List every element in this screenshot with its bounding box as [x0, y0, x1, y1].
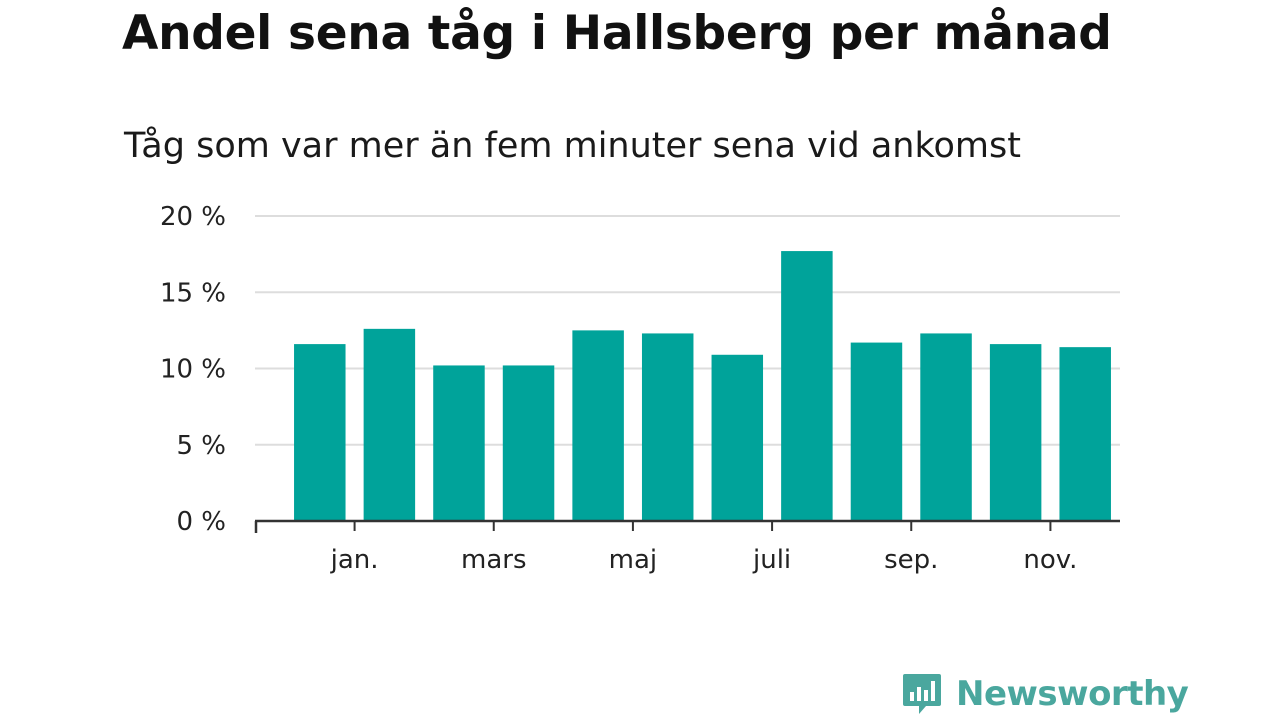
bar: [572, 330, 624, 521]
y-tick-label: 0 %: [176, 507, 226, 537]
bar: [711, 354, 764, 521]
y-tick-label: 10 %: [160, 355, 226, 385]
x-tick-label: jan.: [330, 545, 379, 575]
y-tick-label: 5 %: [176, 431, 226, 461]
y-tick-labels: 0 % 5 % 10 % 15 % 20 %: [160, 202, 226, 537]
bar: [781, 251, 833, 521]
bar: [850, 342, 903, 521]
newsworthy-logo: Newsworthy: [902, 670, 1189, 718]
bar: [920, 333, 972, 521]
bars: [294, 251, 1111, 521]
x-tick-label: maj: [609, 545, 657, 575]
y-tick-label: 20 %: [160, 202, 226, 232]
x-axis: [254, 519, 1120, 533]
bar: [641, 333, 694, 521]
y-tick-label: 15 %: [160, 278, 226, 308]
chart-subtitle: Tåg som var mer än fem minuter sena vid …: [124, 126, 1021, 166]
chart-title: Andel sena tåg i Hallsberg per månad: [122, 6, 1112, 61]
bar: [433, 365, 485, 521]
bar: [989, 344, 1042, 521]
bar: [1059, 347, 1111, 521]
bar: [294, 344, 346, 521]
x-tick-label: sep.: [884, 545, 938, 575]
bar: [502, 365, 555, 521]
x-tick-label: juli: [752, 545, 791, 575]
x-tick-label: nov.: [1023, 545, 1077, 575]
x-tick-labels: jan. mars maj juli sep. nov.: [330, 545, 1078, 575]
newsworthy-chart-icon: [903, 674, 941, 714]
bar: [363, 328, 416, 521]
logo-text: Newsworthy: [956, 674, 1189, 714]
x-tick-label: mars: [461, 545, 527, 575]
